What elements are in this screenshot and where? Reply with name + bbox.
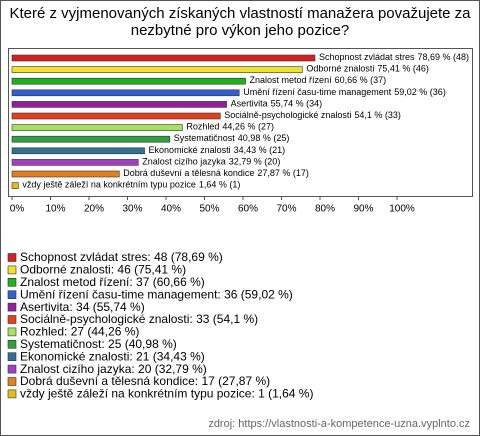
category-label: Znalost metod řízení xyxy=(250,76,333,86)
legend-label: Schopnost zvládat stres: 48 (78,69 %) xyxy=(20,250,223,264)
legend-label: Sociálně-psychologické znalosti: 33 (54,… xyxy=(20,312,258,326)
value-label: 59,02 % (36) xyxy=(394,87,446,97)
legend-swatch xyxy=(7,290,17,300)
legend-swatch xyxy=(7,327,17,337)
category-label: Systematičnost xyxy=(174,134,236,144)
bar xyxy=(11,54,316,62)
bar-label: Znalost cizího jazyka 32,79 % (20) xyxy=(142,157,280,167)
x-tick-label: 100% xyxy=(389,204,415,215)
legend-label: Znalost metod řízení: 37 (60,66 %) xyxy=(20,275,205,289)
value-label: 78,69 % (48) xyxy=(418,52,470,62)
value-label: 34,43 % (21) xyxy=(234,145,286,155)
value-label: 1,64 % (1) xyxy=(199,180,241,190)
x-tick-label: 80% xyxy=(315,204,335,215)
legend-swatch xyxy=(7,377,17,386)
bar xyxy=(11,124,183,131)
legend-swatch xyxy=(7,352,17,362)
category-label: Asertivita xyxy=(231,99,268,109)
x-tick-label: 40% xyxy=(161,204,181,215)
x-tick-label: 50% xyxy=(199,204,219,215)
bar xyxy=(11,89,240,97)
legend-label: Asertivita: 34 (55,74 %) xyxy=(20,300,145,314)
legend-swatch xyxy=(7,364,17,374)
legend-label: Odborné znalosti: 46 (75,41 %) xyxy=(20,263,186,277)
x-tick-label: 30% xyxy=(122,204,142,215)
source: zdroj: https://vlastnosti-a-kompetence-u… xyxy=(208,418,470,430)
legend-swatch xyxy=(7,315,17,324)
value-label: 32,79 % (20) xyxy=(229,157,281,167)
bar-label: Dobrá duševní a tělesná kondice 27,87 % (… xyxy=(123,168,309,178)
legend-swatch xyxy=(7,302,17,312)
x-tick-label: 0% xyxy=(10,204,25,215)
x-tick-label: 60% xyxy=(238,204,258,215)
value-label: 55,74 % (34) xyxy=(271,99,323,109)
value-label: 54,1 % (33) xyxy=(354,110,401,120)
legend-label: Znalost cizího jazyka: 20 (32,79 %) xyxy=(20,362,207,376)
legend-swatch xyxy=(7,277,17,287)
category-label: vždy ještě záleží na konkrétním typu poz… xyxy=(22,180,196,190)
category-label: Schopnost zvládat stres xyxy=(319,52,415,62)
category-label: Rozhled xyxy=(186,122,219,132)
x-tick-label: 10% xyxy=(45,204,65,215)
legend-label: Umění řízení času-time management: 36 (5… xyxy=(20,287,293,301)
value-label: 60,66 % (37) xyxy=(335,76,387,86)
category-label: Odborné znalosti xyxy=(306,64,374,74)
bar-label: Umění řízení času-time management 59,02 %… xyxy=(243,87,446,97)
bar-label: Asertivita 55,74 % (34) xyxy=(231,99,323,109)
value-label: 75,41 % (46) xyxy=(377,64,429,74)
chart-title: nezbytné pro výkon jeho pozice? xyxy=(131,22,349,39)
legend-swatch xyxy=(7,389,17,399)
bar xyxy=(11,147,145,155)
legend-label: Rozhled: 27 (44,26 %) xyxy=(20,325,139,339)
bar-label: Odborné znalosti 75,41 % (46) xyxy=(306,64,429,74)
bar-label: Systematičnost 40,98 % (25) xyxy=(174,134,290,144)
legend-label: Ekonomické znalosti: 21 (34,43 %) xyxy=(20,349,205,363)
bar-label: Schopnost zvládat stres 78,69 % (48) xyxy=(319,52,469,62)
bar-label: vždy ještě záleží na konkrétním typu poz… xyxy=(22,180,240,190)
bar xyxy=(11,135,171,143)
legend-swatch xyxy=(7,253,17,262)
bar-label: Znalost metod řízení 60,66 % (37) xyxy=(250,76,387,86)
category-label: Znalost cizího jazyka xyxy=(142,157,226,167)
bar-label: Sociálně-psychologické znalosti 54,1 % (3… xyxy=(224,110,401,120)
legend-swatch xyxy=(7,339,17,349)
x-tick-label: 90% xyxy=(353,204,373,215)
category-label: Ekonomické znalosti xyxy=(149,145,231,155)
legend-label: Dobrá duševní a tělesná kondice: 17 (27,… xyxy=(20,374,270,388)
bar xyxy=(11,101,227,108)
bar-label: Ekonomické znalosti 34,43 % (21) xyxy=(149,145,286,155)
category-label: Umění řízení času-time management xyxy=(243,87,392,97)
bar xyxy=(11,77,246,85)
x-tick-label: 20% xyxy=(84,204,104,215)
value-label: 40,98 % (25) xyxy=(238,134,290,144)
bar xyxy=(11,182,19,189)
bar xyxy=(11,66,303,73)
legend-swatch xyxy=(7,265,17,275)
x-tick-label: 70% xyxy=(276,204,296,215)
value-label: 27,87 % (17) xyxy=(257,168,309,178)
value-label: 44,26 % (27) xyxy=(222,122,274,132)
bar xyxy=(11,159,139,166)
legend-label: vždy ještě záleží na konkrétním typu poz… xyxy=(20,387,313,401)
legend-label: Systematičnost: 25 (40,98 %) xyxy=(20,337,177,351)
category-label: Dobrá duševní a tělesná kondice xyxy=(123,168,254,178)
category-label: Sociálně-psychologické znalosti xyxy=(224,110,351,120)
bar-label: Rozhled 44,26 % (27) xyxy=(186,122,274,132)
bar xyxy=(11,170,120,178)
bar xyxy=(11,112,221,120)
chart-title: Které z vyjmenovaných získaných vlastnos… xyxy=(9,5,471,22)
